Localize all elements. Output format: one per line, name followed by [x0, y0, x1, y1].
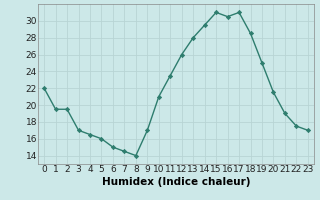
X-axis label: Humidex (Indice chaleur): Humidex (Indice chaleur)	[102, 177, 250, 187]
